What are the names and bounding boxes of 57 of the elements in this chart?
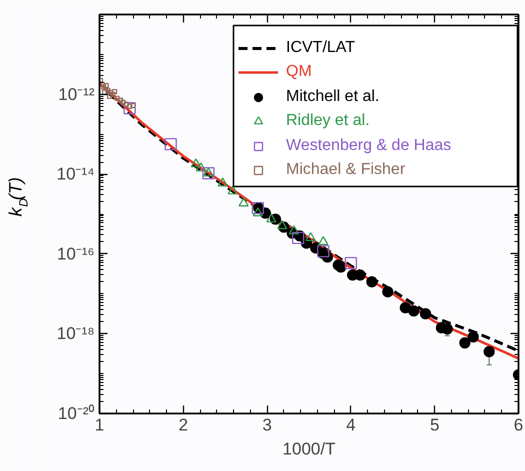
point xyxy=(400,302,411,314)
point xyxy=(252,207,263,216)
y-axis-title: kD(T) xyxy=(6,177,30,217)
legend-label: Michael & Fisher xyxy=(286,161,406,179)
point xyxy=(344,256,357,270)
point xyxy=(484,346,495,358)
point xyxy=(164,138,177,150)
point xyxy=(292,232,304,244)
point xyxy=(118,98,124,103)
x-tick-label: 2 xyxy=(178,416,188,434)
point xyxy=(382,286,394,298)
point xyxy=(318,236,328,246)
point xyxy=(218,177,228,186)
x-tick-label: 5 xyxy=(430,416,440,434)
y-tick-label: 10⁻²⁰ xyxy=(58,404,95,423)
point xyxy=(468,331,479,342)
y-tick-label: 10⁻¹⁸ xyxy=(56,324,95,344)
point xyxy=(335,261,346,273)
point xyxy=(366,276,378,288)
point xyxy=(106,94,112,99)
point xyxy=(266,213,276,222)
point xyxy=(203,167,214,176)
point xyxy=(459,337,470,348)
legend-label: Mitchell et al. xyxy=(286,88,380,106)
point xyxy=(277,220,288,230)
point xyxy=(124,102,129,107)
point xyxy=(114,96,120,101)
x-tick-label: 1 xyxy=(94,416,104,434)
point xyxy=(238,197,249,206)
point xyxy=(202,167,215,180)
legend-label: Westenberg & de Haas xyxy=(286,136,452,154)
point xyxy=(124,102,136,114)
y-tick-label: 10⁻¹² xyxy=(58,84,95,104)
y-tick-label: 10⁻¹⁴ xyxy=(56,164,94,184)
point xyxy=(420,308,432,320)
x-tick-label: 4 xyxy=(346,416,356,434)
point xyxy=(190,158,201,168)
point xyxy=(130,102,136,108)
legend-label: QM xyxy=(286,63,312,81)
point xyxy=(288,225,300,234)
point xyxy=(408,305,420,317)
point xyxy=(196,162,206,172)
x-axis-title: 1000/T xyxy=(282,440,336,458)
legend-label: Ridley et al. xyxy=(286,112,370,130)
x-tick-label: 6 xyxy=(514,416,524,434)
point xyxy=(112,88,118,94)
point xyxy=(104,82,109,88)
legend-label: ICVT/LAT xyxy=(286,38,356,56)
point xyxy=(228,185,238,194)
point xyxy=(105,88,110,93)
x-tick-label: 3 xyxy=(262,416,272,434)
point xyxy=(110,92,116,97)
point xyxy=(306,232,316,242)
y-tick-label: 10⁻¹⁶ xyxy=(56,244,95,264)
point xyxy=(120,100,126,105)
point xyxy=(354,269,366,281)
point xyxy=(101,84,106,90)
